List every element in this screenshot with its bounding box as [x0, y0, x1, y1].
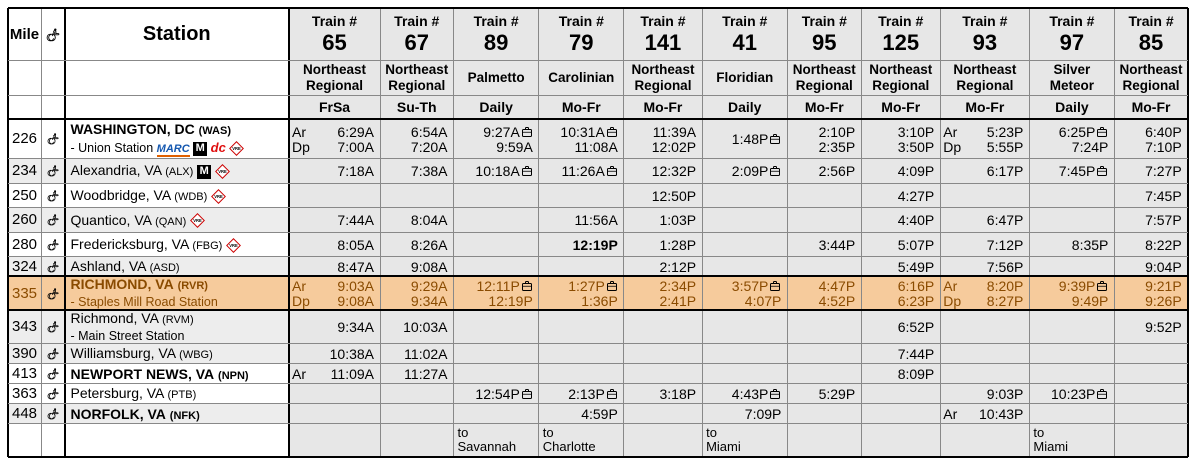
svg-text:VRE: VRE: [193, 218, 202, 223]
svg-text:VRE: VRE: [218, 169, 227, 174]
svg-text:VRE: VRE: [233, 146, 242, 151]
svg-text:VRE: VRE: [214, 194, 223, 199]
svg-text:VRE: VRE: [230, 243, 239, 248]
